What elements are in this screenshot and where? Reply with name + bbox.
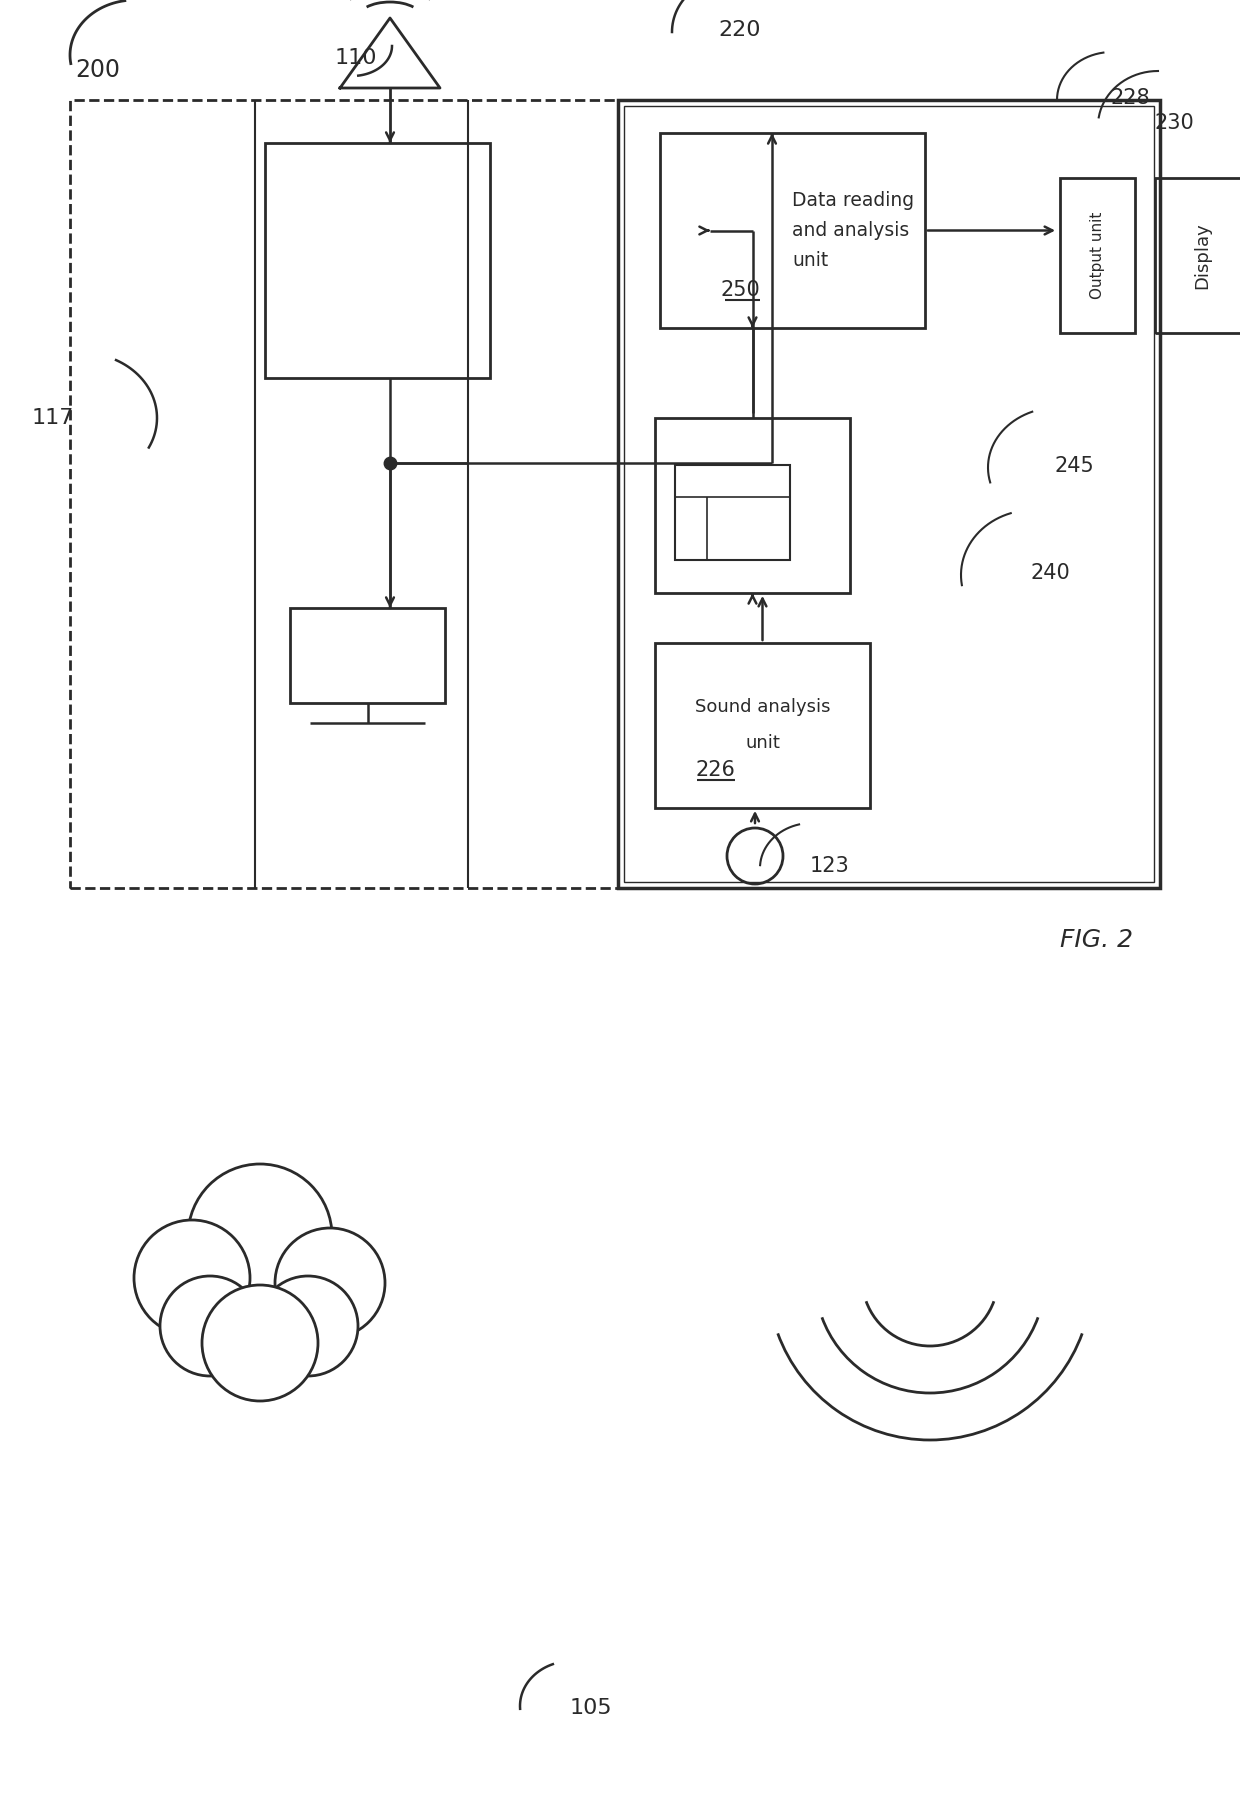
- Text: Output unit: Output unit: [1090, 213, 1105, 300]
- Circle shape: [134, 1220, 250, 1336]
- Text: 123: 123: [810, 856, 849, 876]
- Circle shape: [258, 1276, 358, 1376]
- Text: Data reading: Data reading: [792, 191, 915, 211]
- Text: 250: 250: [720, 280, 760, 300]
- Text: 226: 226: [696, 760, 735, 780]
- Bar: [265, 144, 490, 378]
- Text: 245: 245: [1055, 456, 1095, 476]
- Text: 230: 230: [1154, 113, 1195, 133]
- Text: Display: Display: [1193, 222, 1211, 289]
- Text: 200: 200: [74, 58, 120, 82]
- Text: Sound analysis: Sound analysis: [694, 698, 831, 716]
- Bar: [624, 105, 1154, 882]
- Bar: [618, 100, 1159, 887]
- Bar: [655, 644, 870, 807]
- Text: 117: 117: [32, 407, 74, 427]
- Bar: [1060, 178, 1135, 333]
- Bar: [660, 133, 925, 327]
- Bar: [655, 418, 849, 593]
- Text: unit: unit: [792, 251, 828, 271]
- Bar: [290, 607, 445, 704]
- Text: 220: 220: [718, 20, 760, 40]
- Text: 110: 110: [335, 47, 377, 67]
- Circle shape: [160, 1276, 260, 1376]
- Circle shape: [275, 1227, 384, 1338]
- Text: FIG. 2: FIG. 2: [1060, 927, 1133, 953]
- Text: 105: 105: [570, 1698, 613, 1718]
- Bar: [69, 100, 618, 887]
- Text: 240: 240: [1030, 564, 1070, 584]
- Bar: [675, 465, 790, 560]
- Text: 228: 228: [1110, 87, 1149, 107]
- Text: unit: unit: [745, 734, 780, 753]
- Circle shape: [188, 1164, 332, 1307]
- Circle shape: [202, 1285, 317, 1402]
- Text: and analysis: and analysis: [792, 222, 910, 240]
- Bar: [1154, 178, 1240, 333]
